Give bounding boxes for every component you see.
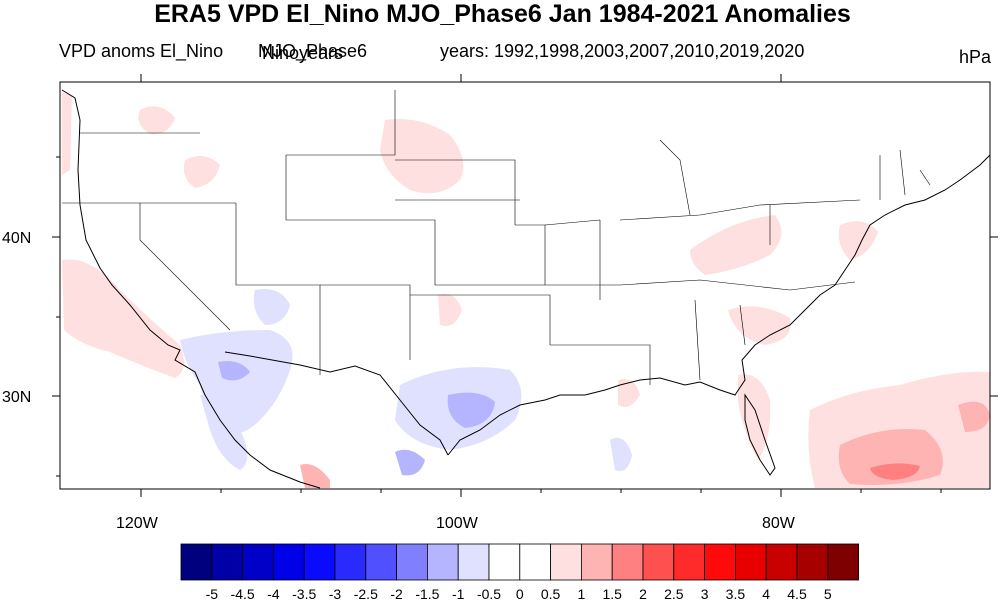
colorbar-label: 3.5: [726, 586, 746, 602]
map-frame: [59, 81, 991, 490]
colorbar-label: -5: [206, 586, 219, 602]
colorbar-swatch: [642, 543, 675, 581]
colorbar-swatch: [581, 543, 613, 581]
shade-gulf-negative: [610, 437, 632, 471]
shade-ohio-valley: [690, 215, 782, 275]
colorbar: [180, 543, 859, 581]
colorbar-label: -1: [452, 586, 465, 602]
colorbar-swatch: [396, 543, 428, 581]
colorbar-swatch: [365, 543, 397, 581]
lon-label-100w: 100W: [436, 515, 479, 532]
colorbar-swatch: [827, 543, 859, 581]
shade-mid-atlantic: [838, 221, 878, 260]
map-title: ERA5 VPD El_Nino MJO_Phase6 Jan 1984-202…: [154, 0, 851, 28]
colorbar-swatch: [180, 543, 213, 581]
lat-label-40n: 40N: [2, 230, 31, 247]
colorbar-label: -3: [329, 586, 342, 602]
colorbar-swatch: [303, 543, 336, 581]
colorbar-label: 4.5: [787, 586, 807, 602]
colorbar-label: 0.5: [541, 586, 561, 602]
shade-idaho: [183, 156, 220, 188]
colorbar-swatch: [272, 543, 305, 581]
colorbar-label: 3: [701, 586, 709, 602]
colorbar-label: -2: [390, 586, 403, 602]
colorbar-label: 0: [516, 586, 524, 602]
coastline: [61, 89, 991, 489]
colorbar-swatch: [611, 543, 644, 581]
colorbar-swatch: [673, 543, 705, 581]
shade-mexico-core: [395, 449, 425, 476]
colorbar-label: -4: [267, 586, 280, 602]
colorbar-swatch: [457, 543, 490, 581]
shade-lower-miss: [618, 379, 640, 408]
shade-baja: [300, 464, 330, 488]
colorbar-swatch: [550, 543, 582, 581]
colorbar-label: 1.5: [602, 586, 622, 602]
lon-label-120w: 120W: [116, 515, 159, 532]
shade-sw-core: [218, 361, 250, 381]
subtitle-left: VPD anoms El_Nino: [59, 41, 224, 61]
shade-atlantic-core: [870, 463, 920, 480]
colorbar-label: 1: [578, 586, 586, 602]
colorbar-label: 5: [824, 586, 832, 602]
colorbar-swatch: [796, 543, 829, 581]
colorbar-swatch: [735, 543, 767, 581]
colorbar-label: -0.5: [477, 586, 501, 602]
subtitle-center-b: Ninoyears: [262, 43, 344, 63]
shade-southeast: [728, 306, 791, 345]
frame-ticks: [52, 74, 998, 497]
colorbar-swatch: [765, 543, 798, 581]
colorbar-labels: -5 -4.5 -4 -3.5 -3 -2.5 -2 -1.5 -1 -0.5 0 0.5 1 1.5 2 2…: [206, 586, 832, 602]
subtitle-years: years: 1992,1998,2003,2007,2010,2019,202…: [440, 41, 805, 61]
colorbar-label: 4: [762, 586, 770, 602]
shade-west-texas: [438, 294, 462, 326]
shade-sierra-madre: [200, 395, 248, 470]
shade-sw-negative-2: [253, 289, 290, 325]
colorbar-label: -2.5: [354, 586, 378, 602]
colorbar-label: -1.5: [415, 586, 439, 602]
colorbar-label: 2: [639, 586, 647, 602]
colorbar-swatch: [334, 543, 367, 581]
units-label: hPa: [958, 47, 991, 67]
shade-texas-core: [447, 392, 495, 428]
shade-pac-nw: [62, 92, 72, 175]
lon-label-80w: 80W: [762, 515, 796, 532]
shade-ca-coast: [62, 259, 184, 378]
colorbar-swatch: [426, 543, 459, 581]
shade-atlantic-east: [958, 401, 990, 432]
colorbar-swatch: [211, 543, 244, 581]
colorbar-swatch: [519, 543, 551, 581]
colorbar-label: 2.5: [664, 586, 684, 602]
subtitle-center-a: MJO_Phase6: [258, 41, 368, 61]
colorbar-label: -3.5: [292, 586, 316, 602]
shade-nw: [138, 106, 175, 135]
state-borders: [62, 90, 931, 385]
colorbar-label: -4.5: [231, 586, 255, 602]
colorbar-swatch: [704, 543, 736, 581]
shade-sw-negative: [180, 330, 293, 434]
colorbar-swatch: [488, 543, 521, 581]
shade-northern-plains: [380, 119, 464, 194]
lat-label-30n: 30N: [2, 389, 31, 406]
colorbar-swatch: [242, 543, 274, 581]
anomaly-shading: [62, 92, 990, 488]
